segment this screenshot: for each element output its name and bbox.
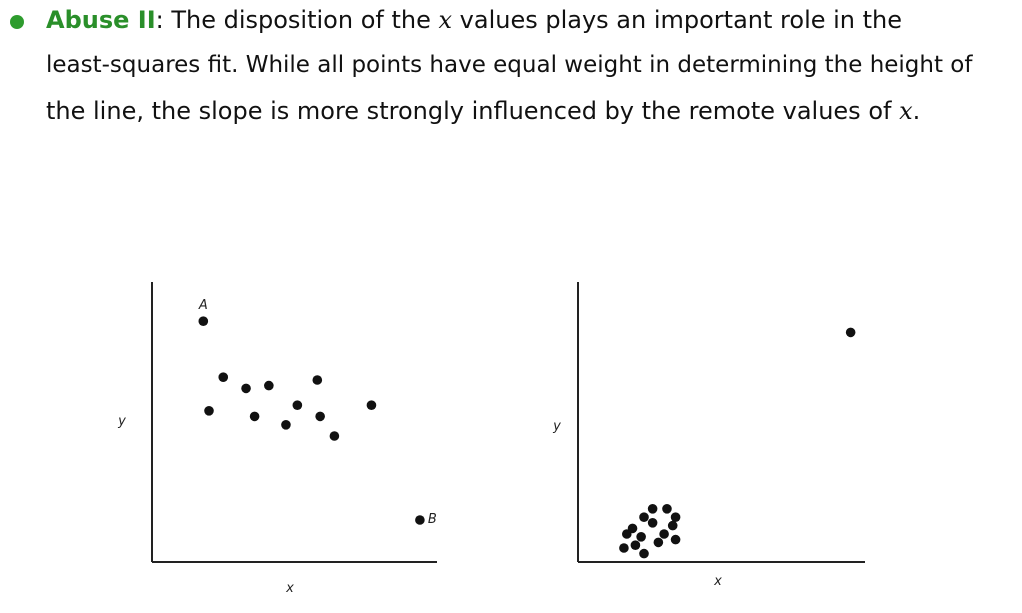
data-point (630, 540, 641, 550)
y-axis-label: y (117, 414, 126, 429)
data-point (659, 529, 669, 539)
point-label: B (428, 512, 437, 527)
text-line-3: the line, the slope is more strongly inf… (46, 97, 921, 125)
x-axis-label: x (713, 574, 722, 589)
data-point (415, 515, 425, 525)
data-point (366, 400, 377, 411)
data-point (292, 400, 303, 411)
data-point (264, 380, 274, 391)
bullet-heading: Abuse II (46, 6, 156, 34)
y-axis-label: y (552, 419, 561, 434)
data-point (639, 548, 649, 559)
data-point (315, 411, 325, 422)
text-line-1: Abuse II: The disposition of the x value… (46, 6, 903, 34)
data-point (667, 520, 678, 531)
data-point (241, 383, 251, 394)
data-point (281, 420, 291, 430)
data-point (204, 406, 214, 416)
data-point (670, 534, 681, 545)
data-point (647, 518, 658, 528)
bullet-point-icon (10, 15, 24, 29)
data-point (653, 537, 664, 548)
data-point (249, 411, 260, 422)
point-label: A (198, 298, 208, 313)
data-point (662, 504, 672, 514)
data-point (198, 316, 209, 327)
data-point (627, 523, 638, 534)
data-point (312, 375, 323, 385)
data-point (218, 372, 229, 383)
data-point (845, 327, 856, 338)
data-point (647, 504, 658, 514)
data-point (329, 431, 340, 441)
x-axis-label: x (285, 581, 294, 596)
text-line-2: least-squares fit. While all points have… (46, 52, 973, 78)
scatter-plot-left: y x A B (117, 282, 437, 596)
data-point (619, 543, 629, 553)
scatter-plot-right: yx (552, 282, 865, 589)
data-point (636, 532, 646, 542)
data-point (670, 512, 681, 522)
data-point (639, 512, 649, 522)
